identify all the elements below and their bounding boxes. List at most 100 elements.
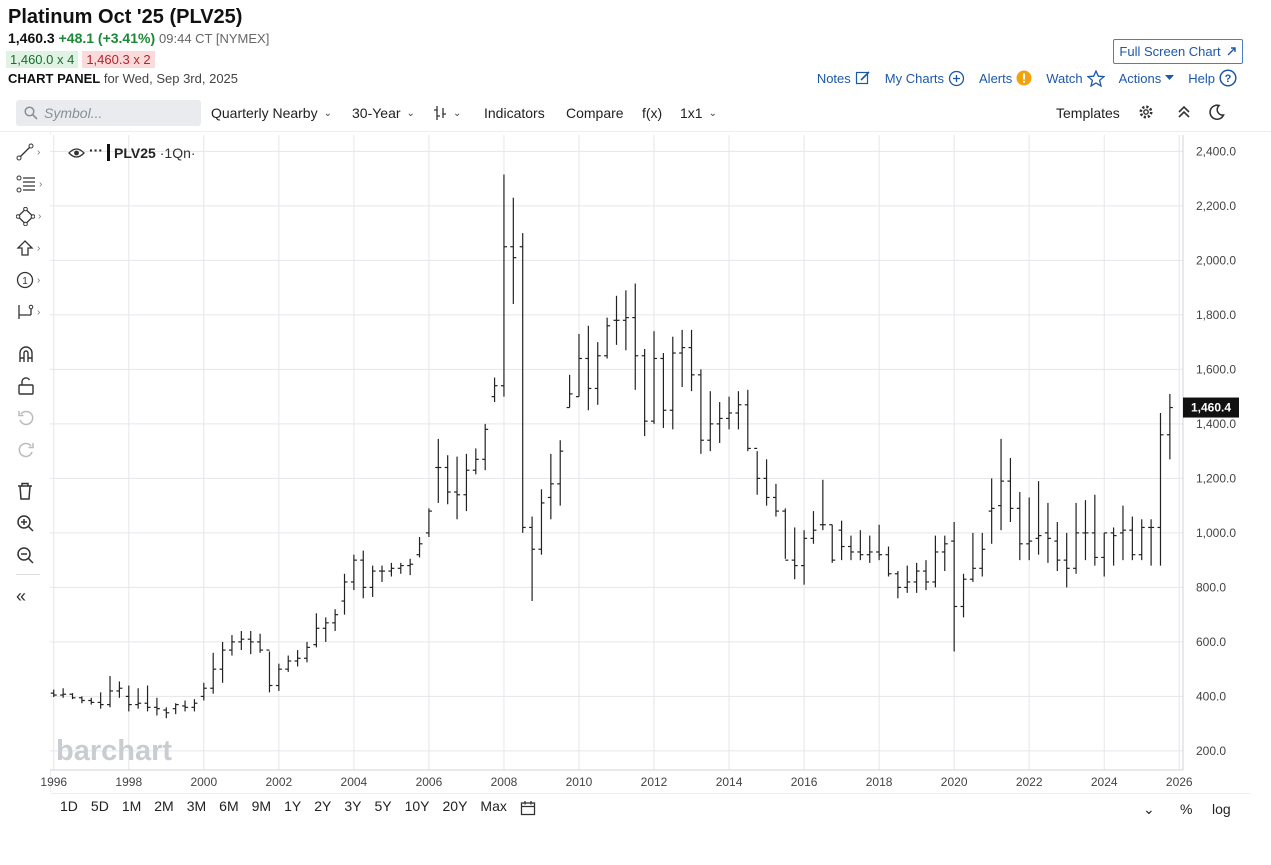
- x-tick-label: 2024: [1091, 775, 1118, 789]
- range-10y[interactable]: 10Y: [404, 798, 430, 814]
- log-toggle[interactable]: log: [1212, 801, 1231, 817]
- calendar-icon[interactable]: [520, 800, 536, 816]
- bid-ask: 1,460.0 x 4 1,460.3 x 2: [6, 51, 155, 68]
- range-1d[interactable]: 1D: [60, 798, 78, 814]
- line-tool[interactable]: ›: [16, 141, 44, 163]
- last-price: 1,460.3: [8, 30, 55, 46]
- notes-link[interactable]: Notes: [817, 70, 871, 86]
- ohlc-bar: [979, 532, 986, 577]
- full-screen-button[interactable]: Full Screen Chart: [1113, 39, 1243, 64]
- settings-button[interactable]: [1138, 104, 1154, 120]
- range-2m[interactable]: 2M: [154, 798, 174, 814]
- annotation-tool[interactable]: 1 ›: [16, 269, 44, 291]
- actions-menu[interactable]: Actions: [1119, 71, 1175, 86]
- ohlc-bar: [1101, 532, 1108, 577]
- lock-tool[interactable]: [16, 375, 44, 397]
- eye-icon[interactable]: [68, 147, 85, 159]
- collapse-toolbar-button[interactable]: [1177, 104, 1191, 120]
- ohlc-bar: [941, 535, 948, 572]
- fib-tool[interactable]: ›: [16, 173, 44, 195]
- watch-label: Watch: [1046, 70, 1083, 86]
- x-tick-label: 2012: [641, 775, 668, 789]
- ohlc-bar: [1129, 516, 1136, 561]
- ohlc-bar: [538, 489, 545, 555]
- shapes-tool[interactable]: ›: [16, 205, 44, 227]
- symbol-search[interactable]: Symbol...: [16, 100, 201, 126]
- range-5d[interactable]: 5D: [90, 798, 109, 814]
- ohlc-bar: [735, 391, 742, 430]
- arrow-tool[interactable]: ›: [16, 237, 44, 259]
- range-5y[interactable]: 5Y: [374, 798, 392, 814]
- symbol-input[interactable]: Symbol...: [44, 105, 103, 121]
- range-3m[interactable]: 3M: [186, 798, 207, 814]
- range-6m[interactable]: 6M: [219, 798, 239, 814]
- collapse-sidebar-button[interactable]: «: [16, 585, 44, 607]
- plus-circle-icon: [948, 70, 965, 86]
- range-3y[interactable]: 3Y: [344, 798, 362, 814]
- barchart-watermark: barchart: [56, 735, 172, 767]
- last-price-label: 1,460.4: [1191, 401, 1231, 415]
- range-20y[interactable]: 20Y: [442, 798, 468, 814]
- redo-button[interactable]: [16, 439, 44, 461]
- bar-type-select[interactable]: ⌄: [433, 105, 461, 121]
- quote-time: 09:44 CT [NYMEX]: [159, 31, 270, 46]
- range-1m[interactable]: 1M: [121, 798, 142, 814]
- ohlc-bar: [594, 342, 601, 405]
- arrow-up-icon: [16, 240, 34, 256]
- ohlc-bar: [107, 675, 114, 708]
- bottom-divider: [50, 793, 1250, 794]
- ohlc-bar: [388, 562, 395, 577]
- plot-area: [50, 135, 1183, 770]
- ohlc-bar: [969, 532, 976, 582]
- ohlc-bar: [369, 565, 376, 597]
- indicators-button[interactable]: Indicators: [484, 105, 545, 121]
- ohlc-bar: [951, 521, 958, 652]
- undo-button[interactable]: [16, 407, 44, 429]
- price-chart[interactable]: barchart 200.0 400.0 600.0 800.0 1,000.0 1,20…: [0, 0, 1271, 800]
- range-2y[interactable]: 2Y: [314, 798, 332, 814]
- my-charts-link[interactable]: My Charts: [885, 70, 965, 87]
- alerts-link[interactable]: Alerts: [979, 70, 1032, 86]
- functions-button[interactable]: f(x): [642, 105, 662, 121]
- expand-bottom-button[interactable]: ⌄: [1143, 801, 1155, 818]
- gear-icon: [1139, 105, 1153, 119]
- chevron-down-icon: ⌄: [708, 107, 717, 119]
- x-tick-label: 1996: [40, 775, 67, 789]
- zoom-out-button[interactable]: [16, 544, 44, 566]
- x-tick-label: 2018: [866, 775, 893, 789]
- ohlc-bar: [1119, 505, 1126, 561]
- delete-drawings-button[interactable]: [16, 480, 44, 502]
- ohlc-bar: [97, 692, 104, 709]
- more-icon[interactable]: ···: [89, 141, 103, 158]
- ohlc-bar: [998, 438, 1005, 531]
- layout-select[interactable]: 1x1 ⌄: [680, 105, 717, 121]
- ohlc-bar: [116, 681, 123, 698]
- percent-toggle[interactable]: %: [1180, 801, 1193, 817]
- zoom-in-button[interactable]: [16, 512, 44, 534]
- templates-button[interactable]: Templates: [1056, 105, 1120, 121]
- x-tick-label: 2002: [265, 775, 292, 789]
- watch-link[interactable]: Watch: [1046, 69, 1105, 87]
- dark-mode-toggle[interactable]: [1208, 104, 1225, 121]
- magnet-tool[interactable]: [16, 343, 44, 365]
- aggregation-select[interactable]: Quarterly Nearby ⌄: [211, 105, 332, 121]
- period-select[interactable]: 30-Year ⌄: [352, 105, 415, 121]
- ohlc-bar: [153, 697, 160, 716]
- ohlc-bar: [716, 402, 723, 443]
- ohlc-bar: [285, 655, 292, 672]
- ohlc-bar: [810, 511, 817, 544]
- ohlc-bar: [688, 329, 695, 392]
- range-9m[interactable]: 9M: [251, 798, 272, 814]
- compare-button[interactable]: Compare: [566, 105, 624, 121]
- ohlc-bar: [697, 369, 704, 454]
- measure-tool[interactable]: ›: [16, 301, 44, 323]
- range-1y[interactable]: 1Y: [284, 798, 302, 814]
- legend-interval: ·1Qn·: [159, 144, 196, 161]
- ohlc-bar: [585, 325, 592, 411]
- chart-panel-line: CHART PANEL for Wed, Sep 3rd, 2025: [8, 71, 238, 86]
- help-link[interactable]: Help ?: [1188, 69, 1237, 87]
- range-max[interactable]: Max: [480, 798, 507, 814]
- ohlc-bar: [801, 530, 808, 585]
- ohlc-bar: [885, 546, 892, 577]
- ask-badge: 1,460.3 x 2: [82, 51, 155, 68]
